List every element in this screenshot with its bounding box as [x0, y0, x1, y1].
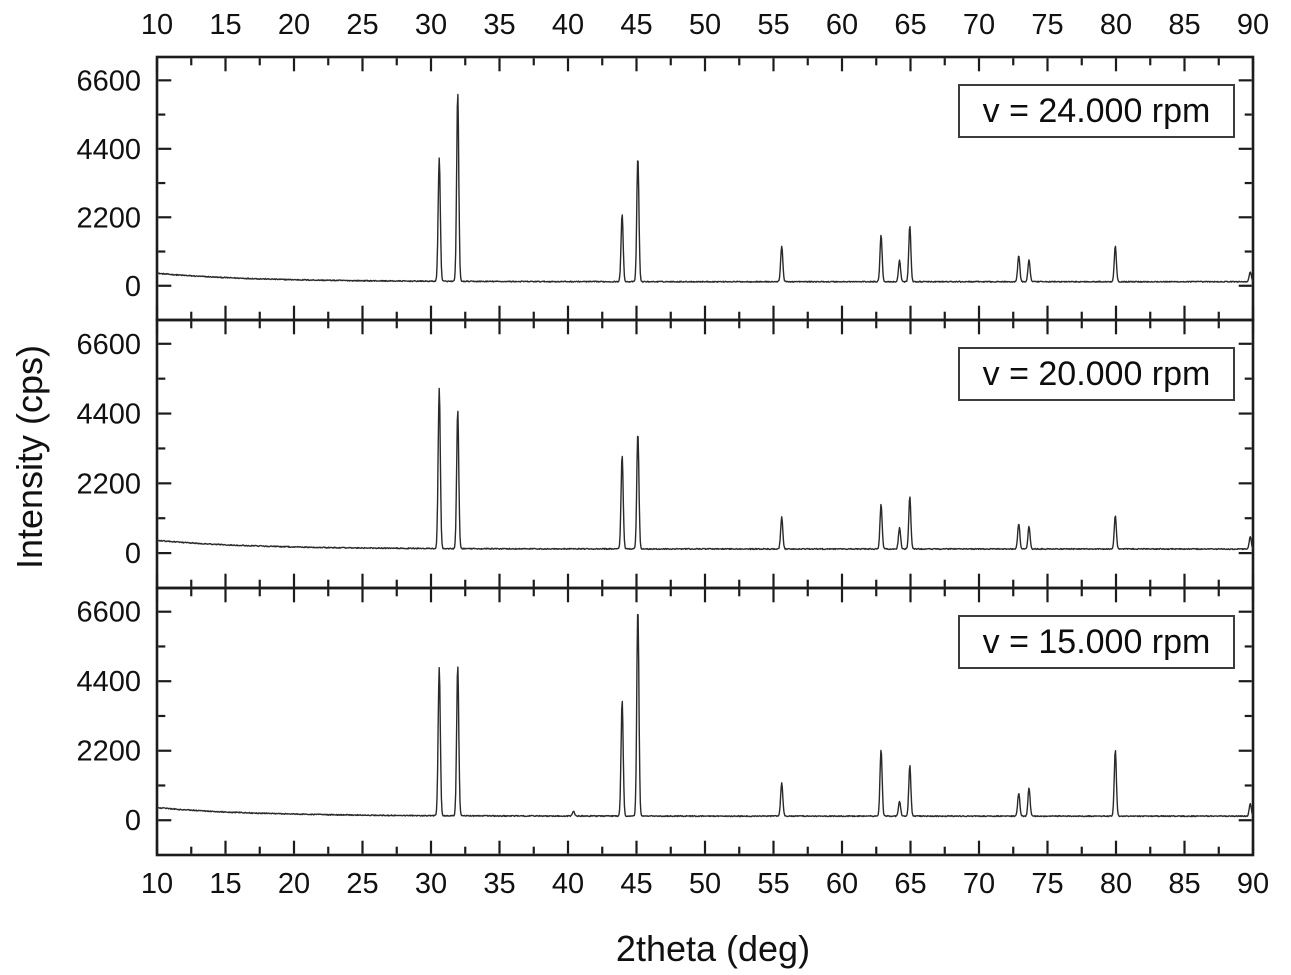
svg-text:6600: 6600: [76, 65, 141, 97]
svg-text:40: 40: [552, 868, 584, 900]
svg-text:85: 85: [1168, 9, 1200, 41]
svg-text:25: 25: [346, 868, 378, 900]
svg-text:4400: 4400: [76, 134, 141, 166]
svg-text:75: 75: [1031, 9, 1063, 41]
svg-text:30: 30: [415, 9, 447, 41]
svg-text:10: 10: [141, 868, 173, 900]
svg-text:60: 60: [826, 9, 858, 41]
svg-text:65: 65: [894, 9, 926, 41]
svg-text:25: 25: [346, 9, 378, 41]
svg-text:15: 15: [209, 9, 241, 41]
svg-text:20: 20: [278, 9, 310, 41]
svg-text:6600: 6600: [76, 329, 141, 361]
svg-text:70: 70: [963, 868, 995, 900]
svg-text:55: 55: [757, 9, 789, 41]
svg-text:15: 15: [209, 868, 241, 900]
svg-text:4400: 4400: [76, 666, 141, 698]
svg-text:75: 75: [1031, 868, 1063, 900]
svg-text:6600: 6600: [76, 597, 141, 629]
legend-panel-top: v = 24.000 rpm: [958, 84, 1235, 138]
svg-text:0: 0: [125, 805, 141, 837]
svg-text:60: 60: [826, 868, 858, 900]
legend-panel-middle: v = 20.000 rpm: [958, 347, 1235, 401]
svg-text:0: 0: [125, 538, 141, 570]
svg-text:40: 40: [552, 9, 584, 41]
svg-text:2200: 2200: [76, 202, 141, 234]
svg-text:80: 80: [1100, 868, 1132, 900]
svg-text:85: 85: [1168, 868, 1200, 900]
svg-text:65: 65: [894, 868, 926, 900]
svg-text:2200: 2200: [76, 736, 141, 768]
legend-label-bottom: v = 15.000 rpm: [982, 622, 1211, 661]
svg-text:45: 45: [620, 868, 652, 900]
legend-label-middle: v = 20.000 rpm: [982, 354, 1211, 393]
svg-text:4400: 4400: [76, 399, 141, 431]
svg-text:10: 10: [141, 9, 173, 41]
svg-text:90: 90: [1237, 868, 1269, 900]
svg-text:45: 45: [620, 9, 652, 41]
svg-text:50: 50: [689, 9, 721, 41]
svg-text:90: 90: [1237, 9, 1269, 41]
svg-text:0: 0: [125, 271, 141, 303]
legend-label-top: v = 24.000 rpm: [982, 91, 1211, 130]
svg-text:70: 70: [963, 9, 995, 41]
svg-text:55: 55: [757, 868, 789, 900]
svg-text:2200: 2200: [76, 468, 141, 500]
svg-text:35: 35: [483, 9, 515, 41]
svg-text:35: 35: [483, 868, 515, 900]
svg-text:20: 20: [278, 868, 310, 900]
svg-text:80: 80: [1100, 9, 1132, 41]
legend-panel-bottom: v = 15.000 rpm: [958, 615, 1235, 669]
y-axis-title: Intensity (cps): [9, 344, 50, 570]
svg-text:30: 30: [415, 868, 447, 900]
x-axis-title: 2theta (deg): [615, 928, 811, 969]
svg-text:50: 50: [689, 868, 721, 900]
